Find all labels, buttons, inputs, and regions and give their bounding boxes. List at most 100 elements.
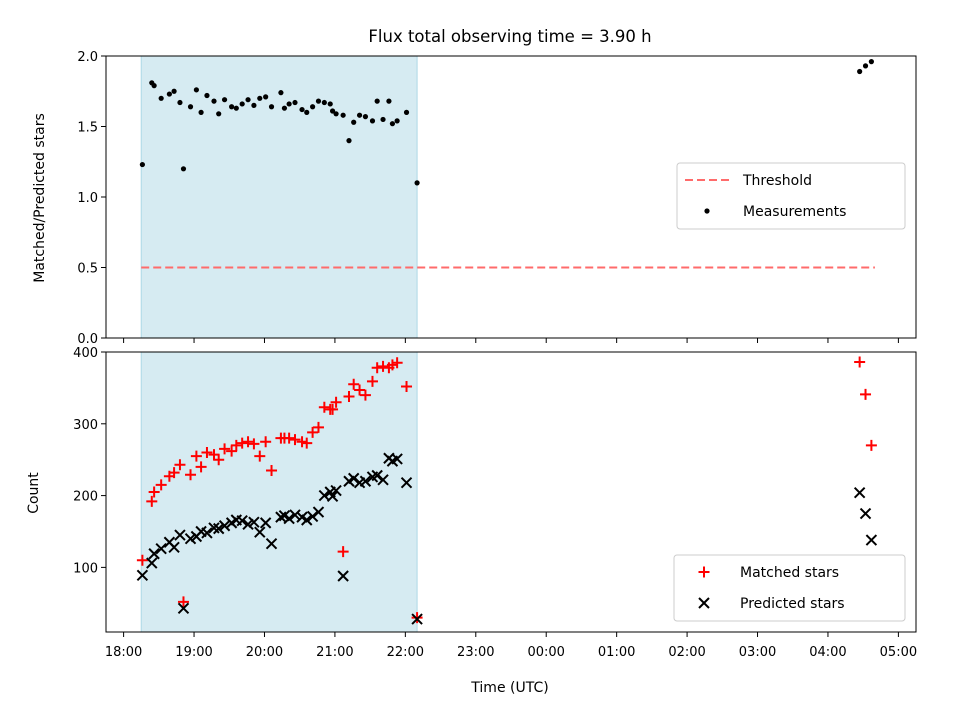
matched-star-point bbox=[377, 360, 389, 372]
matched-star-point bbox=[190, 450, 202, 462]
measurement-point bbox=[315, 98, 322, 104]
measurement-point bbox=[278, 90, 284, 96]
measurement-point bbox=[857, 68, 863, 75]
x-tick-label: 18:00 bbox=[105, 645, 142, 660]
y-tick-label: 1.0 bbox=[77, 191, 98, 206]
matched-star-point bbox=[411, 612, 423, 624]
measurement-point bbox=[198, 109, 204, 115]
matched-star-point bbox=[296, 436, 308, 448]
y-tick-label: 1.5 bbox=[77, 121, 98, 136]
measurement-point bbox=[346, 138, 352, 144]
matched-star-point bbox=[366, 375, 378, 387]
legend bbox=[673, 554, 906, 622]
predicted-star-point bbox=[146, 557, 158, 569]
matched-star-point bbox=[185, 469, 197, 481]
predicted-star-point bbox=[359, 475, 372, 487]
matched-star-point bbox=[201, 447, 213, 459]
predicted-star-point bbox=[136, 569, 149, 581]
measurement-point bbox=[257, 95, 263, 101]
predicted-star-point bbox=[218, 520, 231, 532]
predicted-star-point bbox=[330, 484, 342, 497]
matched-star-point bbox=[195, 461, 207, 473]
x-tick-label: 04:00 bbox=[809, 645, 846, 660]
measurement-point bbox=[139, 161, 145, 168]
predicted-star-point bbox=[212, 522, 225, 535]
y-tick-label: 0.5 bbox=[77, 262, 98, 277]
predicted-star-point bbox=[265, 537, 278, 550]
measurement-point bbox=[386, 98, 392, 104]
matched-star-point bbox=[337, 546, 349, 558]
matched-star-point bbox=[213, 454, 225, 466]
predicted-star-point bbox=[301, 514, 313, 526]
measurement-point bbox=[389, 121, 396, 127]
measurement-point bbox=[268, 104, 275, 110]
measurement-point bbox=[340, 112, 346, 118]
predicted-star-point bbox=[148, 548, 160, 560]
matched-star-point bbox=[301, 437, 313, 449]
matched-star-point bbox=[386, 359, 398, 371]
matched-star-point bbox=[254, 450, 266, 462]
matched-star-point bbox=[289, 434, 301, 446]
measurement-point bbox=[299, 106, 305, 113]
measurement-point bbox=[166, 91, 172, 97]
predicted-star-point bbox=[337, 570, 349, 582]
x-tick-label: 00:00 bbox=[527, 645, 564, 660]
x-tick-label: 01:00 bbox=[598, 645, 635, 660]
matched-star-point bbox=[168, 467, 180, 479]
legend-label: Threshold bbox=[742, 173, 812, 189]
y-tick-label: 0.0 bbox=[77, 332, 98, 347]
measurement-point bbox=[245, 97, 251, 103]
x-tick-label: 20:00 bbox=[246, 645, 283, 660]
measurement-point bbox=[414, 180, 420, 186]
matched-star-point bbox=[219, 443, 231, 455]
measurement-point bbox=[327, 101, 333, 107]
predicted-star-point bbox=[254, 526, 266, 538]
y-tick-label: 300 bbox=[73, 418, 98, 433]
measurement-point bbox=[251, 102, 257, 108]
measurement-point bbox=[304, 109, 310, 115]
measurement-point bbox=[158, 95, 164, 101]
measurement-point bbox=[229, 104, 235, 110]
measurement-point bbox=[177, 99, 183, 106]
predicted-star-point bbox=[326, 490, 339, 503]
observing-span bbox=[140, 351, 418, 633]
matched-star-point bbox=[348, 378, 360, 390]
predicted-star-point bbox=[377, 474, 389, 486]
matched-star-point bbox=[146, 495, 158, 507]
matched-star-point bbox=[312, 421, 324, 433]
measurement-point bbox=[362, 114, 369, 120]
matched-star-point bbox=[860, 388, 872, 400]
matched-star-point bbox=[242, 436, 254, 448]
matched-star-point bbox=[854, 356, 866, 368]
predicted-star-point bbox=[347, 472, 360, 485]
bottom-panel: 100 200 300 400 18:00 19:00 20:00 21:00 22:00 23:… bbox=[73, 346, 917, 660]
measurement-point bbox=[233, 105, 239, 111]
measurement-point bbox=[862, 63, 869, 69]
y-tick-label: 100 bbox=[73, 561, 98, 576]
matched-star-point bbox=[371, 362, 383, 374]
measurement-point bbox=[356, 112, 363, 118]
measurement-point bbox=[286, 101, 292, 107]
y-tick-label: 2.0 bbox=[77, 50, 98, 65]
axes-frame bbox=[105, 351, 917, 633]
predicted-star-point bbox=[312, 506, 325, 518]
legend-measurement-swatch bbox=[704, 208, 710, 214]
chart-title: Flux total observing time = 3.90 h bbox=[368, 27, 651, 46]
predicted-star-point bbox=[259, 517, 272, 529]
predicted-star-point bbox=[859, 507, 872, 520]
measurement-point bbox=[211, 98, 217, 104]
predicted-star-point bbox=[400, 476, 413, 489]
top-panel: 0.0 0.5 1.0 1.5 2.0 Threshold Measurements bbox=[77, 50, 917, 347]
measurement-point bbox=[380, 116, 386, 123]
matched-star-point bbox=[236, 437, 248, 449]
predicted-star-point bbox=[853, 487, 866, 499]
y-tick-label: 400 bbox=[73, 346, 98, 361]
measurement-point bbox=[329, 108, 336, 114]
matched-star-point bbox=[226, 445, 238, 457]
measurement-point bbox=[151, 83, 157, 89]
y-axis-label-top: Matched/Predicted stars bbox=[32, 113, 48, 283]
x-tick-label: 05:00 bbox=[880, 645, 917, 660]
measurement-point bbox=[187, 104, 194, 110]
predicted-star-point bbox=[248, 516, 260, 528]
